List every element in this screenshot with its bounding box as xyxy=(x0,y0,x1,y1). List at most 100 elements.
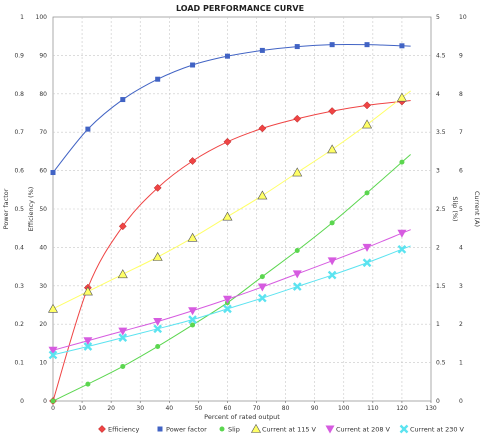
data-point xyxy=(364,42,370,48)
left-tick-label: 100 xyxy=(36,14,48,21)
data-point xyxy=(259,47,265,53)
data-point xyxy=(153,324,163,334)
right-tick-label: 1 xyxy=(436,321,440,328)
right-tick-label: 0.5 xyxy=(436,360,446,367)
legend-label: Efficiency xyxy=(108,426,139,434)
legend-marker xyxy=(399,424,409,434)
data-point xyxy=(188,315,197,324)
left-tick-label: 0.4 xyxy=(14,244,24,251)
marker-stroke xyxy=(362,258,372,268)
chart-title: LOAD PERFORMANCE CURVE xyxy=(176,4,304,13)
legend-label: Slip xyxy=(228,426,240,434)
left-axis-label: Power factor xyxy=(2,188,10,229)
series-line xyxy=(52,154,411,402)
x-tick-label: 10 xyxy=(78,405,86,412)
legend-label: Current at 230 V xyxy=(410,426,465,434)
data-point xyxy=(397,244,407,254)
data-point xyxy=(257,283,267,292)
data-point xyxy=(82,286,93,296)
data-point xyxy=(292,282,302,291)
right-tick-label: 3.5 xyxy=(436,129,446,136)
x-tick-label: 70 xyxy=(253,405,261,412)
legend-item: Current at 230 V xyxy=(399,424,465,434)
legend-item: Current at 115 V xyxy=(250,423,317,434)
right-tick-label: 0 xyxy=(436,398,440,405)
right-tick-label: 5 xyxy=(436,14,440,21)
series-current-at-230-v xyxy=(48,244,411,360)
data-point xyxy=(362,119,373,129)
right-tick-label: 4 xyxy=(436,91,440,98)
marker-stroke xyxy=(399,424,409,434)
data-point xyxy=(259,274,265,280)
data-point xyxy=(118,327,128,336)
data-point xyxy=(294,247,300,253)
series-line xyxy=(52,245,411,356)
legend-label: Power factor xyxy=(166,426,207,434)
x-tick-label: 130 xyxy=(425,405,437,412)
data-point xyxy=(327,270,337,280)
legend-marker xyxy=(98,425,106,433)
data-point xyxy=(363,101,371,110)
marker-stroke xyxy=(258,293,267,303)
data-point xyxy=(396,92,407,102)
left-tick-label: 90 xyxy=(39,52,47,59)
left-tick-label: 0.5 xyxy=(14,206,24,213)
data-point xyxy=(85,126,91,132)
right-axis-label: Current (A) xyxy=(473,191,480,227)
left-tick-label: 40 xyxy=(39,244,47,251)
x-tick-label: 0 xyxy=(51,405,55,412)
series-line xyxy=(52,43,411,173)
right-tick-label: 1 xyxy=(459,360,463,367)
legend: Efficiency Power factor Slip Current at 115… xyxy=(98,423,465,434)
data-point xyxy=(155,343,161,349)
series-current-at-208-v xyxy=(48,229,411,355)
data-point xyxy=(188,157,197,165)
left-tick-label: 10 xyxy=(39,360,47,367)
data-point xyxy=(222,295,232,304)
data-point xyxy=(327,257,337,266)
data-point xyxy=(294,44,300,50)
data-point xyxy=(258,124,267,133)
marker-stroke xyxy=(153,324,163,334)
data-point xyxy=(47,303,59,313)
right-tick-label: 3 xyxy=(459,283,463,290)
left-tick-label: 70 xyxy=(39,129,47,136)
series-power-factor xyxy=(50,42,411,176)
x-tick-label: 90 xyxy=(311,405,319,412)
data-point xyxy=(222,211,233,221)
series-slip xyxy=(50,154,411,404)
marker-stroke xyxy=(327,270,337,280)
data-point xyxy=(293,114,302,123)
right-tick-label: 8 xyxy=(459,91,463,98)
legend-item: Efficiency xyxy=(98,425,139,434)
data-point xyxy=(258,293,267,303)
legend-label: Current at 115 V xyxy=(262,426,317,434)
data-point xyxy=(83,342,93,351)
left-tick-label: 0.3 xyxy=(14,283,24,290)
right-axis-0: 0 0.5 1 1.5 2 2.5 3 3.5 4 4.5 5 Slip (%) xyxy=(436,14,459,405)
series-current-at-115-v xyxy=(47,90,411,313)
marker-stroke xyxy=(83,342,93,351)
left-axis-1: 0 10 20 30 40 50 60 70 80 90 100 Efficiency (%) xyxy=(27,14,47,405)
data-point xyxy=(292,270,302,279)
x-tick-label: 20 xyxy=(107,405,115,412)
left-tick-label: 0 xyxy=(43,398,47,405)
left-tick-label: 0.1 xyxy=(14,360,24,367)
right-tick-label: 7 xyxy=(459,129,463,136)
data-point xyxy=(152,251,163,261)
data-point xyxy=(85,381,91,387)
legend-item: Slip xyxy=(219,426,240,434)
right-tick-label: 3 xyxy=(436,168,440,175)
marker-stroke xyxy=(48,350,58,360)
x-tick-label: 60 xyxy=(224,405,232,412)
left-axis-0: 0 0.1 0.2 0.3 0.4 0.5 0.6 0.7 0.8 0.9 1 Power facto… xyxy=(2,14,24,405)
x-tick-label: 120 xyxy=(396,405,408,412)
left-tick-label: 20 xyxy=(39,321,47,328)
x-tick-label: 100 xyxy=(338,405,350,412)
left-tick-label: 1 xyxy=(20,14,24,21)
left-tick-label: 0 xyxy=(20,398,24,405)
right-tick-label: 9 xyxy=(459,52,463,59)
left-tick-label: 0.8 xyxy=(14,91,24,98)
